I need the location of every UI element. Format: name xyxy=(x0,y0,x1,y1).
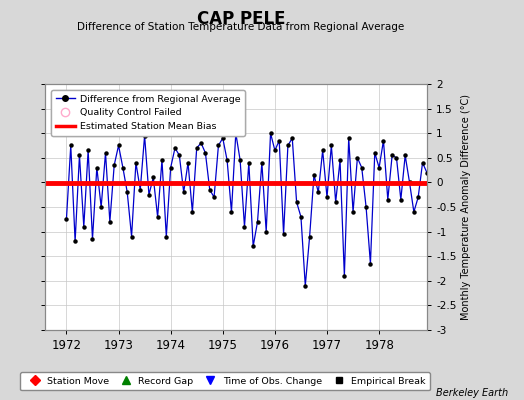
Legend: Difference from Regional Average, Quality Control Failed, Estimated Station Mean: Difference from Regional Average, Qualit… xyxy=(51,90,245,136)
Text: Berkeley Earth: Berkeley Earth xyxy=(436,388,508,398)
Text: Difference of Station Temperature Data from Regional Average: Difference of Station Temperature Data f… xyxy=(78,22,405,32)
Legend: Station Move, Record Gap, Time of Obs. Change, Empirical Break: Station Move, Record Gap, Time of Obs. C… xyxy=(20,372,430,390)
Y-axis label: Monthly Temperature Anomaly Difference (°C): Monthly Temperature Anomaly Difference (… xyxy=(461,94,471,320)
Text: CAP PELE: CAP PELE xyxy=(197,10,285,28)
